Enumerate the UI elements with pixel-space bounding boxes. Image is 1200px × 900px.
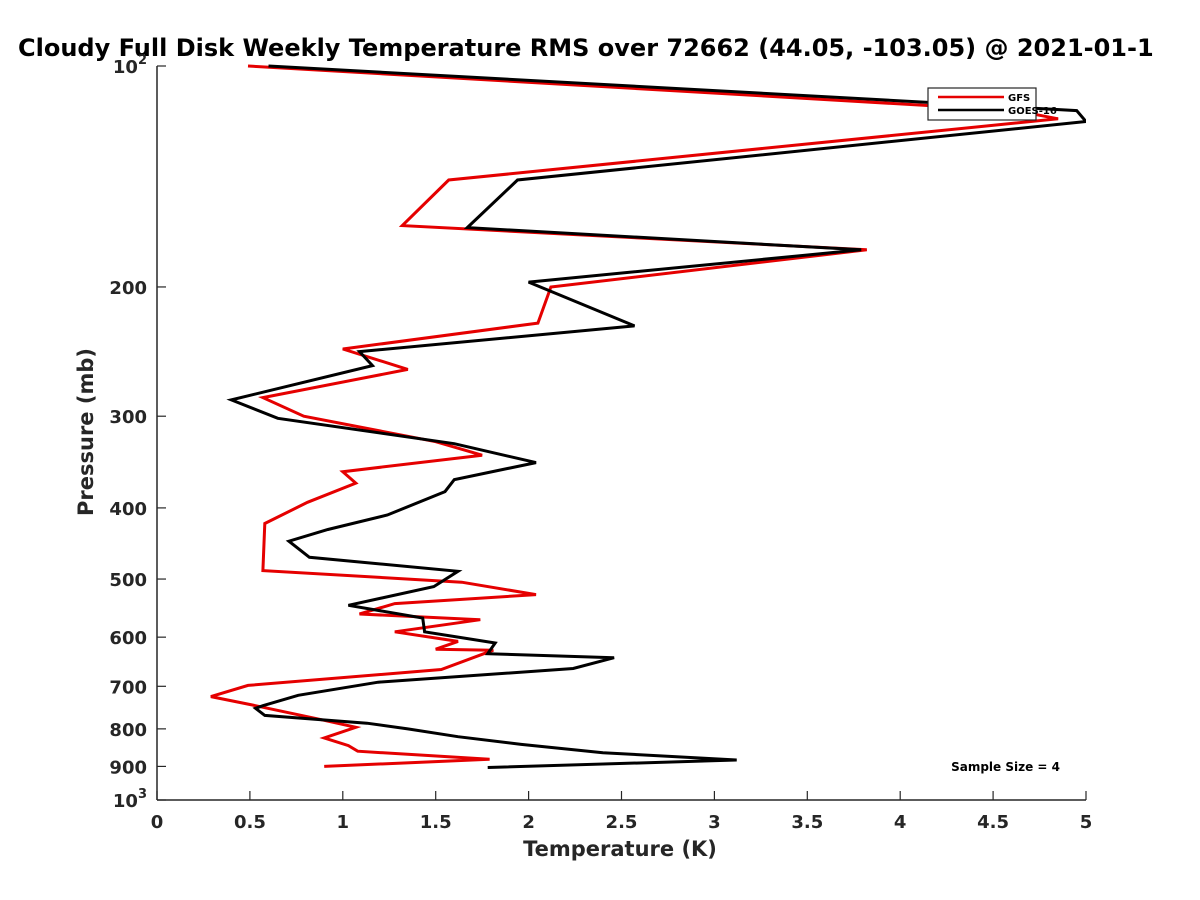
series-line-gfs (210, 64, 1059, 768)
y-tick-base: 200 (109, 278, 147, 299)
x-tick-label: 4 (894, 812, 907, 833)
x-tick-label: 3.5 (791, 812, 823, 833)
x-axis-label: Temperature (K) (523, 837, 717, 861)
x-tick-label: 2 (522, 812, 535, 833)
x-tick-label: 3 (708, 812, 721, 833)
x-tick-label: 5 (1080, 812, 1093, 833)
y-axis-label: Pressure (mb) (74, 348, 98, 516)
plot-title: Cloudy Full Disk Weekly Temperature RMS … (18, 34, 1154, 62)
legend-entry: GOES-16 (1008, 106, 1057, 117)
plot-area (156, 66, 1086, 801)
x-axis: 0 0.5 1 1.5 2 2.5 3 3.5 4 4.5 5 (151, 791, 1093, 833)
legend-entry: GFS (1008, 93, 1030, 104)
y-tick-base: 600 (109, 628, 147, 649)
y-tick-base: 10 (113, 791, 138, 812)
y-tick-base: 700 (109, 677, 147, 698)
x-tick-label: 0 (151, 812, 164, 833)
y-tick-base: 500 (109, 570, 147, 591)
y-tick-base: 900 (109, 757, 147, 778)
x-tick-label: 2.5 (606, 812, 638, 833)
y-tick-base: 800 (109, 720, 147, 741)
y-tick-label: 300 (109, 407, 147, 428)
legend-box (927, 87, 1037, 121)
y-tick-label: 102 (113, 53, 147, 78)
sample-size-annotation: Sample Size = 4 (951, 760, 1060, 774)
y-tick-label: 500 (109, 570, 147, 591)
y-tick-label: 400 (109, 499, 147, 520)
y-tick-label: 103 (113, 787, 147, 812)
y-tick-label: 700 (109, 677, 147, 698)
y-tick-label: 600 (109, 628, 147, 649)
y-tick-label: 900 (109, 757, 147, 778)
x-tick-label: 0.5 (234, 812, 266, 833)
y-tick-exponent: 3 (138, 787, 147, 802)
x-tick-label: 1 (337, 812, 350, 833)
series-line-goes-16 (226, 64, 1086, 769)
x-tick-label: 1.5 (420, 812, 452, 833)
legend: GFS GOES-16 (927, 87, 1057, 121)
chart-title: Cloudy Full Disk Weekly Temperature RMS … (18, 34, 1154, 62)
series-layer (210, 64, 1086, 769)
y-tick-base: 300 (109, 407, 147, 428)
y-tick-label: 200 (109, 278, 147, 299)
y-tick-label: 800 (109, 720, 147, 741)
y-tick-base: 400 (109, 499, 147, 520)
y-tick-base: 10 (113, 57, 138, 78)
x-tick-label: 4.5 (977, 812, 1009, 833)
y-tick-exponent: 2 (138, 53, 147, 68)
